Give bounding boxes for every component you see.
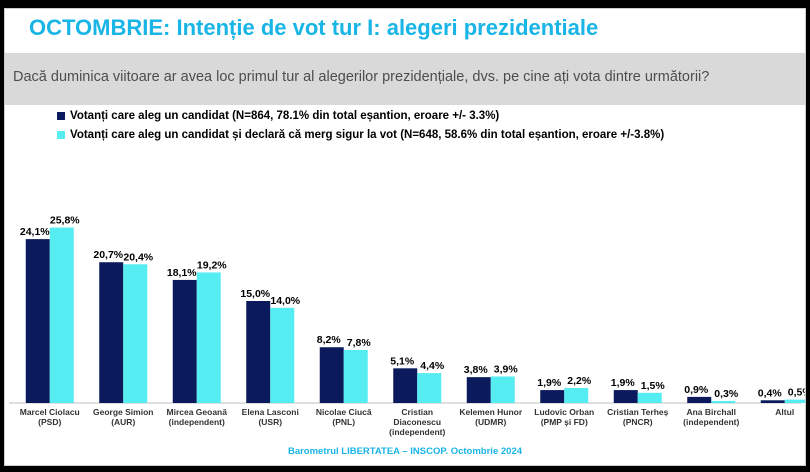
category-label: Marcel Ciolacu <box>20 407 80 417</box>
bar-value-label: 3,9% <box>494 363 519 375</box>
bar-value-label: 18,1% <box>167 267 197 279</box>
bar-value-label: 3,8% <box>464 364 489 376</box>
bar-series-0 <box>613 390 638 403</box>
bar-series-0 <box>540 390 565 403</box>
bar-series-1 <box>564 388 589 403</box>
question-band: Dacă duminica viitoare ar avea loc primu… <box>5 53 805 105</box>
legend-entry-series-1: Votanți care aleg un candidat și declară… <box>57 129 664 141</box>
bar-series-1 <box>123 264 148 403</box>
bar-value-label: 1,9% <box>537 377 562 389</box>
legend-entry-series-0: Votanți care aleg un candidat (N=864, 78… <box>57 110 499 122</box>
category-label: (independent) <box>169 417 225 427</box>
category-label: (independent) <box>389 427 445 437</box>
category-label: Kelemen Hunor <box>459 407 523 417</box>
bar-value-label: 2,2% <box>567 375 592 387</box>
bar-value-label: 4,4% <box>420 360 445 372</box>
question-text: Dacă duminica viitoare ar avea loc primu… <box>13 69 710 85</box>
bar-value-label: 7,8% <box>347 337 372 349</box>
legend-swatch-series-0 <box>57 112 65 120</box>
bar-series-0 <box>99 262 124 403</box>
bar-value-label: 20,7% <box>93 249 123 261</box>
category-label: (USR) <box>258 417 282 427</box>
bar-value-label: 19,2% <box>197 259 227 271</box>
bar-value-label: 25,8% <box>50 215 80 227</box>
bar-series-0 <box>319 347 344 403</box>
legend-swatch-series-1 <box>57 131 65 139</box>
category-label: (PNL) <box>332 417 355 427</box>
bar-series-1 <box>270 307 295 403</box>
legend-label-series-0: Votanți care aleg un candidat (N=864, 78… <box>70 110 500 122</box>
chart-frame: OCTOMBRIE: Intenție de vot tur I: aleger… <box>4 8 806 466</box>
category-label: Altul <box>775 407 794 417</box>
category-label: Mircea Geoană <box>167 407 228 417</box>
bar-chart: 24,1%25,8% Marcel Ciolacu(PSD) 20,7% 20,4% G… <box>9 215 805 437</box>
category-label: (PSD) <box>38 417 61 427</box>
bar-value-label: 5,1% <box>390 355 415 367</box>
legend-label-series-1: Votanți care aleg un candidat și declară… <box>70 129 665 141</box>
bar-value-label: 24,1% <box>20 226 50 238</box>
bar-series-0 <box>172 279 197 403</box>
bar-value-label: 15,0% <box>240 288 270 300</box>
bar-value-label: 20,4% <box>123 251 153 263</box>
bar-series-0 <box>466 377 491 403</box>
bar-series-1 <box>417 373 442 403</box>
category-label: Ana Birchall <box>686 407 736 417</box>
category-label: Cristian <box>401 407 433 417</box>
bar-series-0 <box>393 368 418 403</box>
bar-value-label: 0,3% <box>714 388 739 400</box>
category-label: George Simion <box>93 407 153 417</box>
bar-series-0 <box>25 239 50 403</box>
bar-series-1 <box>343 349 368 403</box>
bar-value-label: 0,5% <box>788 387 805 399</box>
bar-value-label: 8,2% <box>317 334 342 346</box>
category-label: Cristian Terheș <box>607 407 669 417</box>
category-label: Elena Lasconi <box>242 407 299 417</box>
category-label: (PNCR) <box>623 417 653 427</box>
bar-value-label: 1,5% <box>641 380 666 392</box>
category-label: (PMP și FD) <box>541 417 588 427</box>
category-label: (independent) <box>683 417 739 427</box>
bar-series-1 <box>711 400 736 403</box>
bar-value-label: 1,9% <box>611 377 636 389</box>
category-label: (UDMR) <box>475 417 506 427</box>
bar-value-label: 0,4% <box>758 387 783 399</box>
bar-series-0 <box>687 396 712 403</box>
bar-series-0 <box>760 400 785 403</box>
bar-series-1 <box>637 392 662 403</box>
bar-series-1 <box>49 227 74 403</box>
bar-series-1 <box>784 399 805 403</box>
page-title: OCTOMBRIE: Intenție de vot tur I: aleger… <box>29 15 599 40</box>
category-label: (AUR) <box>111 417 135 427</box>
source-note: Barometrul LIBERTATEA – INSCOP. Octombri… <box>287 446 523 457</box>
bar-value-label: 14,0% <box>270 295 300 307</box>
bar-series-1 <box>490 376 515 403</box>
bar-series-1 <box>196 272 221 403</box>
category-label: Ludovic Orban <box>534 407 594 417</box>
category-label: Nicolae Ciucă <box>316 407 372 417</box>
category-label: Diaconescu <box>393 417 441 427</box>
bar-value-label: 0,9% <box>684 384 709 396</box>
bar-series-0 <box>246 301 271 403</box>
